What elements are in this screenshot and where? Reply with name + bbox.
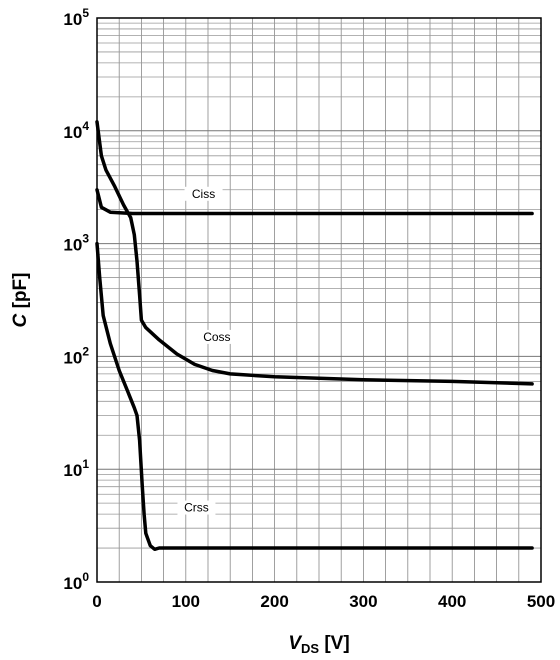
x-tick-label: 300 — [349, 592, 377, 611]
x-axis-label-unit: [V] — [319, 633, 350, 654]
series-line-ciss — [95, 188, 534, 216]
x-tick-label: 500 — [527, 592, 555, 611]
series-label-coss: Coss — [203, 330, 230, 344]
y-tick-label: 105 — [63, 6, 89, 29]
y-tick-label: 101 — [63, 457, 89, 480]
series-label-bg — [184, 186, 223, 201]
y-axis-label-symbol: C — [10, 313, 31, 327]
x-axis-label: VDS [V] — [288, 633, 349, 656]
y-tick-label: 102 — [63, 344, 89, 367]
x-tick-label: 400 — [438, 592, 466, 611]
series-layer — [95, 120, 534, 552]
x-tick-label: 0 — [92, 592, 101, 611]
y-tick-labels: 100 101 102 103 104 105 — [63, 6, 89, 593]
series-label-bg — [197, 329, 236, 344]
x-tick-label: 100 — [172, 592, 200, 611]
series-label-ciss: Ciss — [192, 187, 215, 201]
x-axis-label-symbol: V — [288, 633, 302, 654]
x-tick-labels: 0 100 200 300 400 500 — [92, 592, 555, 611]
grid — [96, 18, 542, 583]
y-axis-label: C [pF] — [10, 273, 31, 328]
x-tick-label: 200 — [260, 592, 288, 611]
plot-area — [96, 17, 542, 583]
y-tick-label: 103 — [63, 232, 89, 255]
series-line-coss — [95, 120, 534, 386]
y-tick-label: 104 — [63, 119, 89, 142]
series-label-crss: Crss — [184, 501, 209, 515]
series-line-crss — [95, 241, 534, 552]
series-labels: Ciss Coss Crss — [177, 186, 236, 515]
series-label-bg — [177, 500, 216, 515]
y-axis-label-unit: [pF] — [10, 273, 31, 314]
x-axis-label-subscript: DS — [301, 641, 319, 656]
y-tick-label: 100 — [63, 570, 89, 593]
